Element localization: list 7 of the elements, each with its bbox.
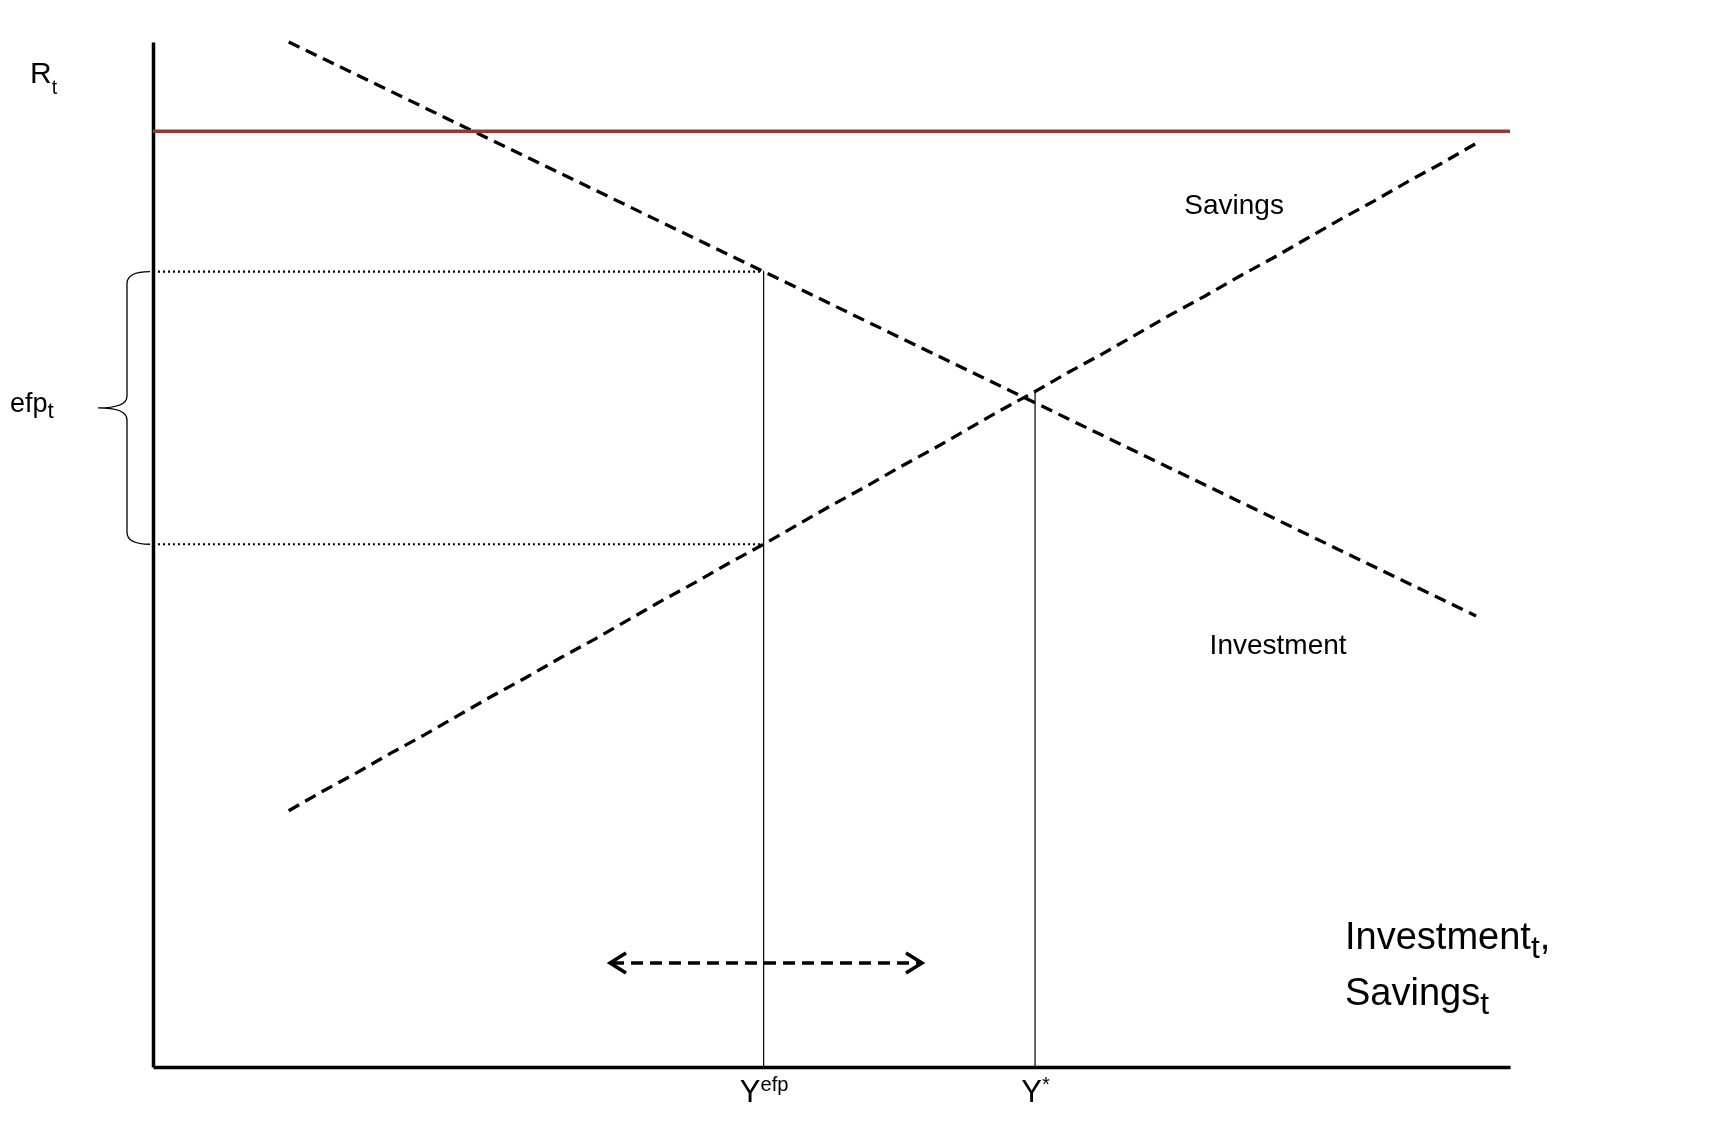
text: Investment$_{t}$, Savings$_{t}$ [1345,915,1551,1021]
x-tick-label: Y$^{efp}$ [739,1072,789,1109]
y-axis-title: R$_{t}$ [29,55,58,98]
x-tick-label: Y$^{*}$ [1021,1072,1050,1109]
text: Investment [1209,629,1347,660]
series-label: Savings [1184,189,1284,221]
text: efp$_{t}$ [10,387,54,425]
